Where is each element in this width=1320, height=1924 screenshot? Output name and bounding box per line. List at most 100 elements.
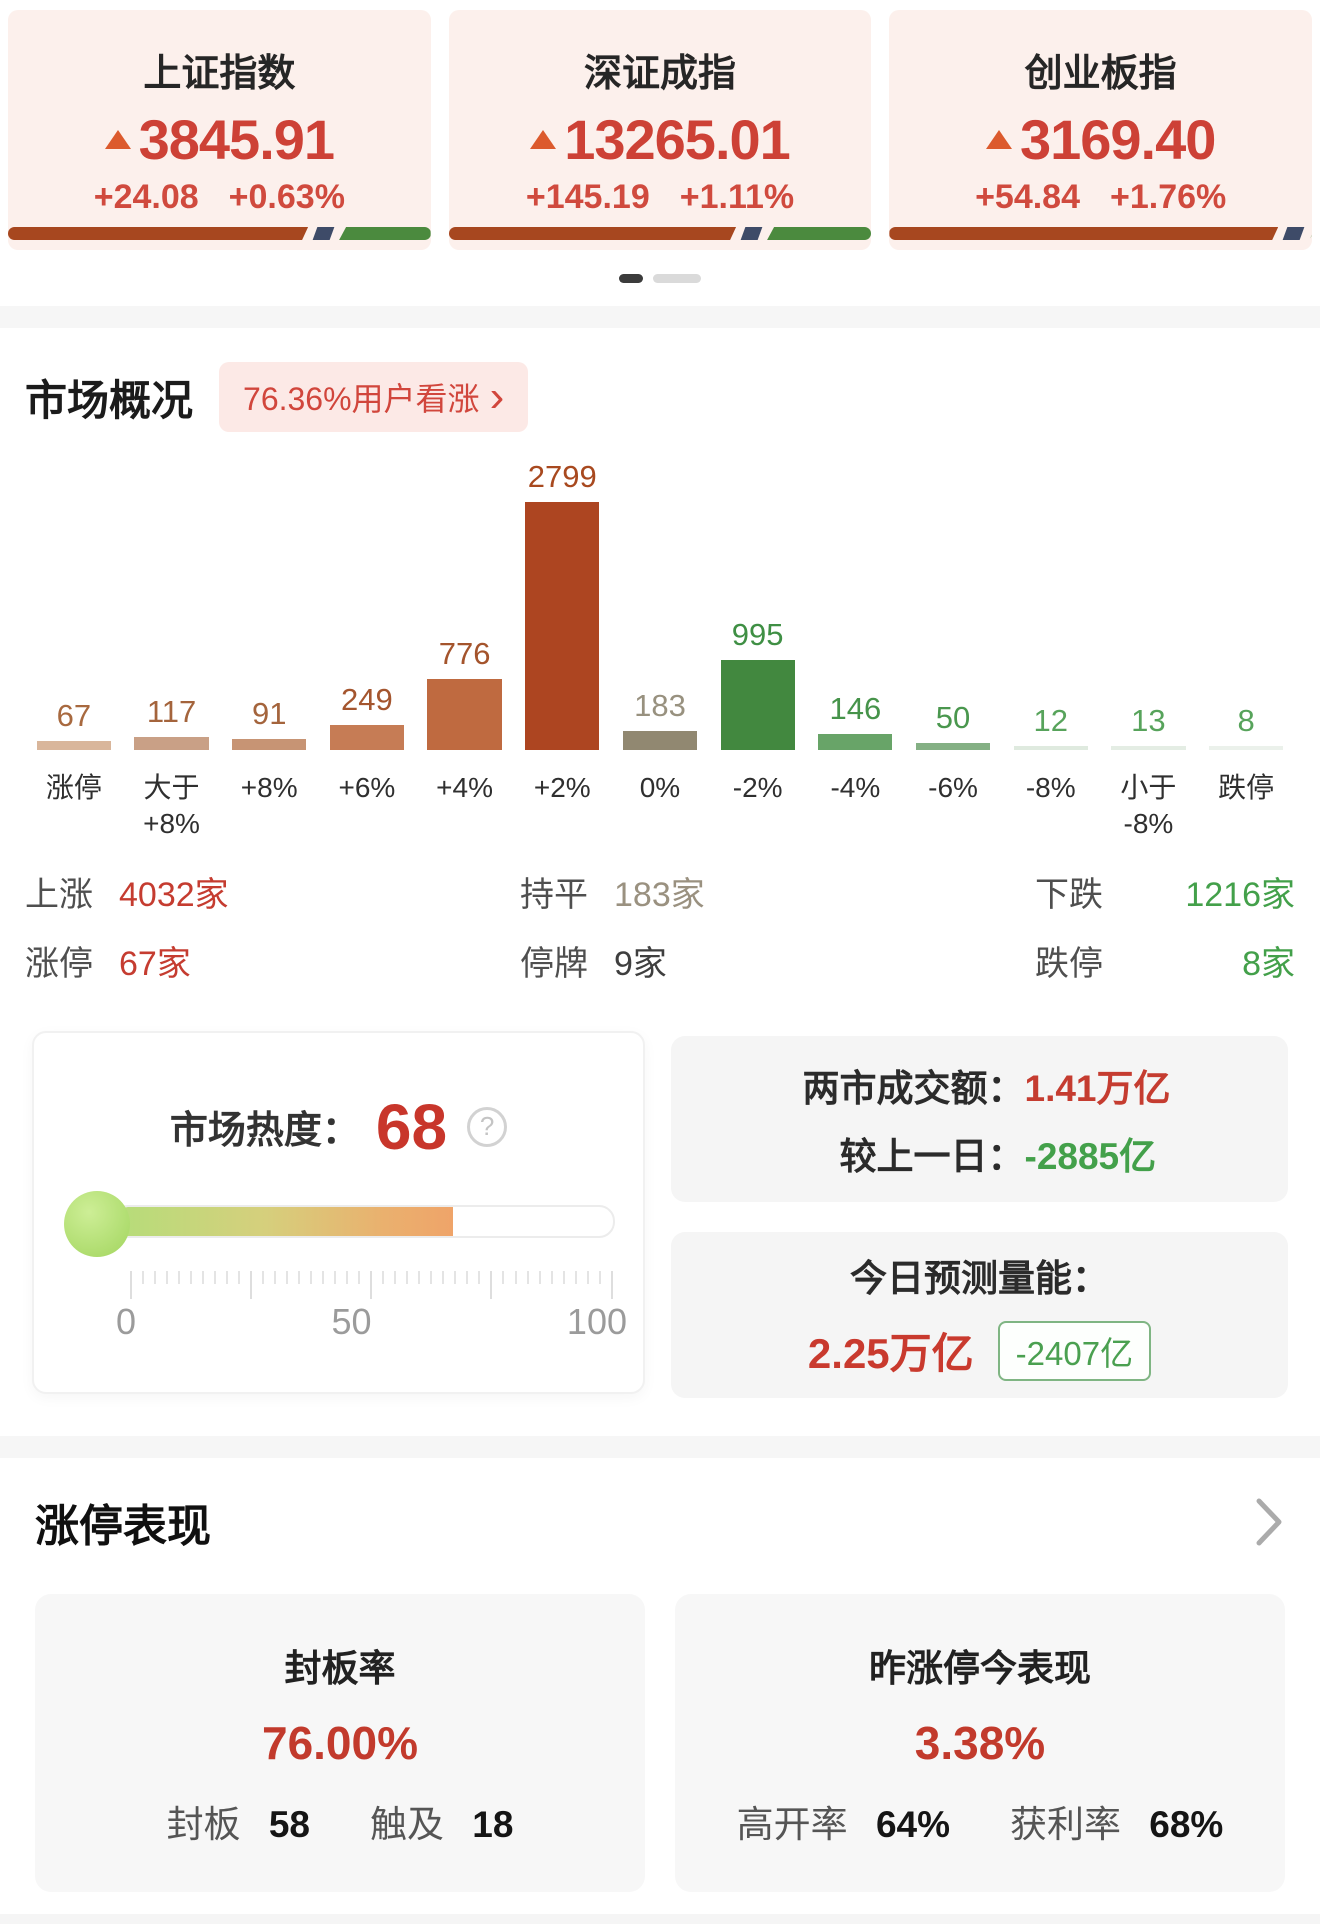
sentiment-bear-segment [1309,227,1313,240]
ruler-tick [382,1270,385,1284]
ruler-tick [490,1270,493,1299]
ruler-tick [574,1270,577,1284]
overview-header: 市场概况 76.36%用户看涨 › [25,362,1295,432]
bar-value-label: 249 [341,682,393,717]
ruler-tick [166,1270,169,1284]
summary-label: 上涨 [25,875,93,914]
index-change-row: +54.84 +1.76% [889,178,1312,217]
chevron-right-icon[interactable] [1255,1495,1285,1549]
bar-value-label: 91 [251,696,287,731]
bar-x-label: 大于 +8% [143,772,200,840]
next-section-edge [0,1913,1320,1924]
seal-rate-card: 封板率 76.00% 封板 58 触及 18 [35,1593,645,1892]
thermometer-fill [114,1206,454,1236]
summary-row: 涨停 67家 停牌 9家 跌停 8家 [25,936,1295,985]
index-change-pct: +1.11% [679,178,795,216]
card-stats: 封板 58 触及 18 [167,1794,514,1848]
index-change: +54.84 [975,178,1081,216]
summary-item-advancers: 上涨 4032家 [25,867,520,916]
chart-bar [622,731,698,750]
chart-bar-slot: 995 [709,617,807,750]
summary-item-suspended: 停牌 9家 [520,936,1035,985]
stat-label: 获利率 [1010,1803,1121,1845]
sentiment-badge[interactable]: 76.36%用户看涨 › [219,362,529,432]
chart-bar-slot: 183 [611,688,709,750]
index-card-shanghai[interactable]: 上证指数 3845.91 +24.08 +0.63% [8,10,431,250]
summary-item-unchanged: 持平 183家 [520,867,1035,916]
ruler-tick [514,1270,517,1284]
bar-value-label: 146 [829,691,882,726]
card-percentage: 3.38% [914,1716,1046,1769]
stat-item: 封板 58 [167,1794,310,1848]
bar-value-label: 67 [56,698,92,733]
summary-label: 下跌 [1035,875,1103,914]
bar-value-label: 12 [1033,703,1068,738]
limit-up-header[interactable]: 涨停表现 [35,1490,1285,1554]
market-overview-section: 市场概况 76.36%用户看涨 › 67 117 91 249 776 2799 183 99… [0,362,1320,985]
bar-x-label: -8% [1025,772,1076,803]
ruler-tick [418,1270,421,1284]
index-change-pct: +1.76% [1110,178,1227,216]
index-card-chinext[interactable]: 创业板指 3169.40 +54.84 +1.76% [889,10,1313,250]
card-percentage: 76.00% [261,1716,418,1769]
index-card-shenzhen[interactable]: 深证成指 13265.01 +145.19 +1.11% [448,10,872,250]
bar-value-label: 2799 [527,459,597,494]
ruler-tick [610,1270,613,1299]
bar-value-label: 13 [1131,703,1166,738]
bar-x-label: +6% [338,772,396,803]
ruler-tick [586,1270,589,1284]
ruler-tick [226,1270,229,1284]
bar-value-label: 117 [146,694,197,729]
ruler-tick [190,1270,193,1284]
up-triangle-icon [530,130,557,149]
bar-x-label: -2% [732,772,783,803]
sentiment-bear-segment [339,227,431,240]
stat-item: 高开率 64% [737,1794,950,1848]
ruler-tick [334,1270,337,1284]
page-dot-active[interactable] [619,273,643,283]
index-name: 创业板指 [1024,53,1177,95]
index-value: 3845.91 [138,108,335,171]
ruler-tick [466,1270,469,1284]
index-value-row: 3169.40 [889,107,1312,172]
chart-bar [427,679,502,750]
summary-label: 跌停 [1035,944,1103,983]
forecast-value-row: 2.25万亿 -2407亿 [807,1320,1152,1381]
stat-item: 获利率 68% [1010,1794,1223,1848]
ruler-tick [394,1270,397,1284]
page-indicator [0,250,1320,306]
summary-value: 8家 [1242,944,1295,983]
chart-bar-slot: 12 [1002,703,1100,750]
stat-label: 封板 [166,1803,241,1845]
ruler-tick [142,1270,145,1284]
chart-bar-slot: 249 [318,682,416,750]
summary-row: 上涨 4032家 持平 183家 下跌 1216家 [25,867,1295,916]
chart-bar-slot: 67 [25,698,123,750]
summary-item-limit-down: 跌停 8家 [1035,936,1295,985]
index-change: +145.19 [525,178,650,216]
index-value-row: 3845.91 [8,107,431,172]
bar-value-label: 8 [1237,703,1255,738]
card-title: 昨涨停今表现 [869,1647,1091,1689]
breadth-chart-x-labels: 涨停 大于 +8% +8% +6% +4% +2% 0% -2% -4% -6% -8% 小于 -8%… [25,770,1295,843]
heat-thermometer [64,1189,617,1261]
page-dot[interactable] [653,273,701,283]
bar-x-label: -6% [928,772,978,803]
chart-bar-slot: 146 [807,691,905,750]
sentiment-bull-segment [449,227,736,240]
ruler-tick [130,1270,132,1299]
section-divider [0,1435,1320,1458]
index-change-row: +145.19 +1.11% [449,178,872,217]
help-icon[interactable]: ? [467,1106,508,1147]
chevron-right-icon: › [489,371,505,421]
sentiment-badge-label: 76.36%用户看涨 [243,381,480,417]
chart-bar [1111,746,1186,750]
ruler-tick [214,1270,217,1284]
market-heat-card: 市场热度： 68 ? 0 50 100 [32,1030,645,1394]
forecast-value: 2.25万亿 [807,1330,974,1378]
chart-bar-slot: 50 [904,700,1002,750]
turnover-value: 1.41万亿 [1024,1067,1171,1109]
sentiment-bar [449,227,872,240]
bar-x-label: +8% [240,772,298,803]
index-cards-row: 上证指数 3845.91 +24.08 +0.63% 深证成指 13265.01… [0,0,1320,250]
